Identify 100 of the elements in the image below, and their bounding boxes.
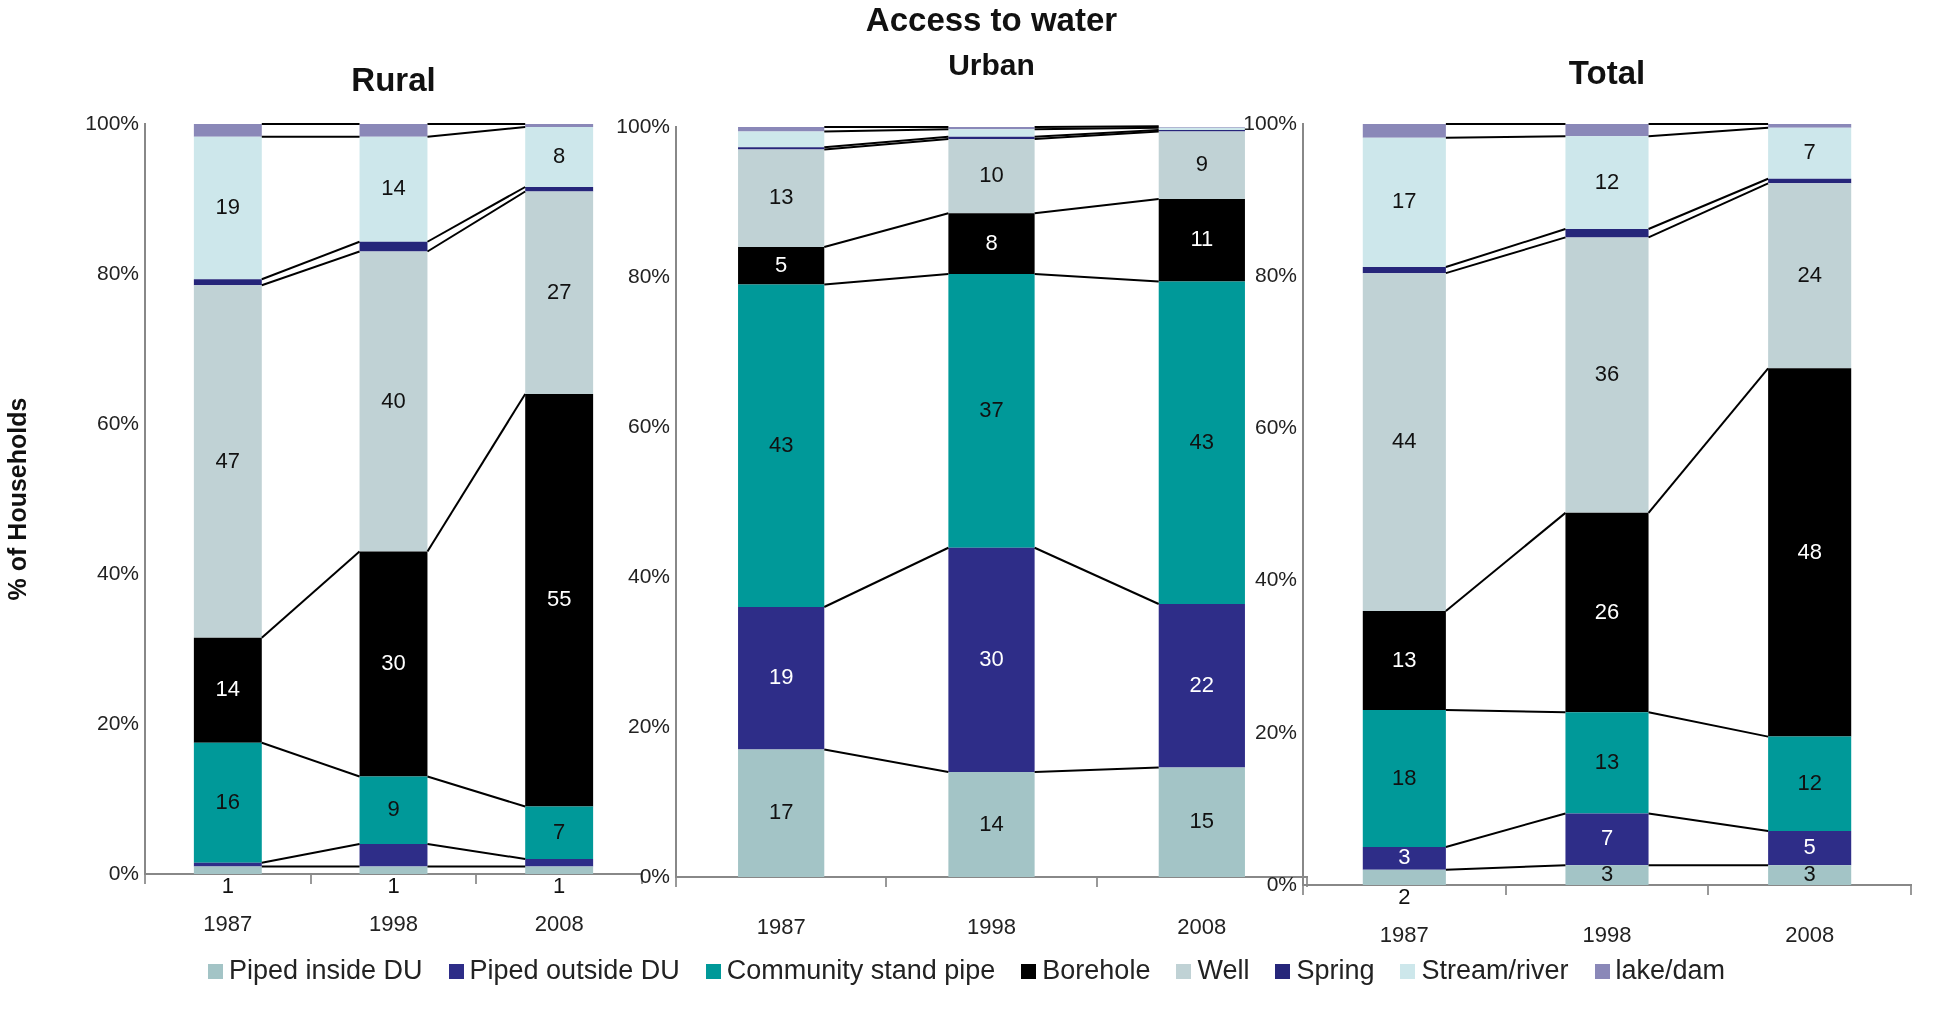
- bar: [525, 866, 594, 874]
- bar: [948, 274, 1035, 548]
- y-tick-label: 60%: [1254, 415, 1297, 439]
- data-label: 2: [1398, 884, 1411, 910]
- bar: [738, 749, 825, 877]
- bar: [1768, 736, 1852, 831]
- data-label: 30: [381, 650, 406, 676]
- bar: [948, 139, 1035, 214]
- bar: [1565, 124, 1649, 137]
- bar: [1565, 865, 1649, 885]
- bar: [1565, 712, 1649, 814]
- bar: [1565, 136, 1649, 230]
- y-axis-title: % of Households: [2, 397, 31, 601]
- data-label: 3: [1803, 861, 1816, 887]
- data-label: 36: [1594, 361, 1620, 387]
- x-tick-label: 1987: [203, 911, 253, 937]
- data-label: 7: [553, 818, 566, 844]
- data-label: 9: [1195, 151, 1208, 177]
- bar: [948, 772, 1035, 877]
- data-label: 5: [1803, 834, 1816, 860]
- y-tick-label: 20%: [96, 710, 139, 734]
- y-tick-label: 80%: [627, 263, 670, 287]
- data-label: 8: [553, 143, 566, 169]
- bar: [525, 806, 594, 859]
- x-tick-label: 2008: [534, 911, 584, 937]
- x-tick-label: 1998: [369, 911, 418, 937]
- data-label: 17: [1392, 188, 1417, 214]
- data-label: 11: [1190, 226, 1214, 252]
- bar: [1158, 131, 1245, 199]
- data-label: 13: [768, 184, 794, 210]
- y-tick-label: 0%: [108, 860, 139, 884]
- data-label: 19: [768, 664, 794, 690]
- chart-title: Total: [1568, 54, 1646, 92]
- data-label: 1: [553, 873, 566, 899]
- data-label: 14: [979, 810, 1004, 836]
- bar: [193, 862, 262, 867]
- bar: [193, 279, 262, 286]
- legend-label: Well: [1196, 955, 1250, 986]
- data-label: 3: [1600, 861, 1614, 887]
- bar: [525, 127, 594, 187]
- bar: [738, 131, 825, 148]
- bar: [359, 136, 428, 242]
- bar: [359, 124, 428, 137]
- bar: [738, 147, 825, 150]
- data-label: 7: [1803, 139, 1816, 165]
- x-tick-label: 1987: [756, 914, 806, 940]
- legend-label: Spring: [1295, 955, 1375, 986]
- data-label: 8: [985, 229, 998, 255]
- bar: [193, 136, 262, 280]
- y-tick-label: 40%: [627, 563, 670, 587]
- data-label: 5: [775, 251, 788, 277]
- y-tick-label: 60%: [627, 413, 670, 437]
- legend-label: Piped inside DU: [227, 955, 423, 986]
- bar: [1362, 846, 1446, 870]
- data-label: 55: [546, 586, 572, 612]
- bar: [1768, 865, 1852, 885]
- data-label: 43: [1189, 428, 1215, 454]
- legend-label: Stream/river: [1420, 955, 1569, 986]
- chart-title: Rural: [351, 61, 436, 99]
- bar: [948, 129, 1035, 137]
- data-label: 9: [387, 796, 400, 822]
- bar: [359, 241, 428, 252]
- bar: [193, 866, 262, 874]
- y-tick-label: 40%: [96, 560, 139, 584]
- y-tick-label: 0%: [1266, 871, 1297, 895]
- bar: [1565, 813, 1649, 866]
- data-label: 16: [215, 788, 241, 814]
- data-label: 14: [215, 676, 241, 702]
- data-label: 19: [215, 194, 241, 220]
- bar: [1362, 267, 1446, 274]
- bar: [948, 547, 1035, 772]
- x-tick-label: 1998: [1582, 922, 1632, 948]
- data-label: 48: [1797, 538, 1822, 564]
- bar: [1768, 127, 1852, 179]
- y-tick-label: 20%: [1254, 719, 1297, 743]
- bar: [1362, 869, 1446, 885]
- data-label: 30: [979, 645, 1004, 671]
- legend-label: Borehole: [1041, 955, 1151, 986]
- y-tick-label: 20%: [627, 713, 670, 737]
- bar: [738, 127, 825, 132]
- data-label: 10: [979, 162, 1004, 188]
- data-label: 3: [1398, 844, 1411, 870]
- bar: [1768, 124, 1852, 128]
- bar: [525, 124, 594, 127]
- x-tick-label: 1998: [967, 914, 1016, 940]
- bar: [738, 607, 825, 750]
- bar: [1158, 604, 1245, 768]
- data-label: 13: [1392, 646, 1417, 672]
- bar: [359, 866, 428, 874]
- y-tick-label: 80%: [1254, 263, 1297, 286]
- data-label: 14: [381, 175, 406, 201]
- bar: [359, 844, 428, 867]
- x-tick-label: 2008: [1785, 922, 1835, 948]
- bar: [1362, 124, 1446, 138]
- data-label: 7: [1600, 825, 1614, 851]
- bar: [948, 127, 1035, 130]
- bar: [738, 149, 825, 247]
- bar: [1768, 830, 1852, 866]
- bar: [193, 742, 262, 863]
- bar: [1158, 767, 1245, 877]
